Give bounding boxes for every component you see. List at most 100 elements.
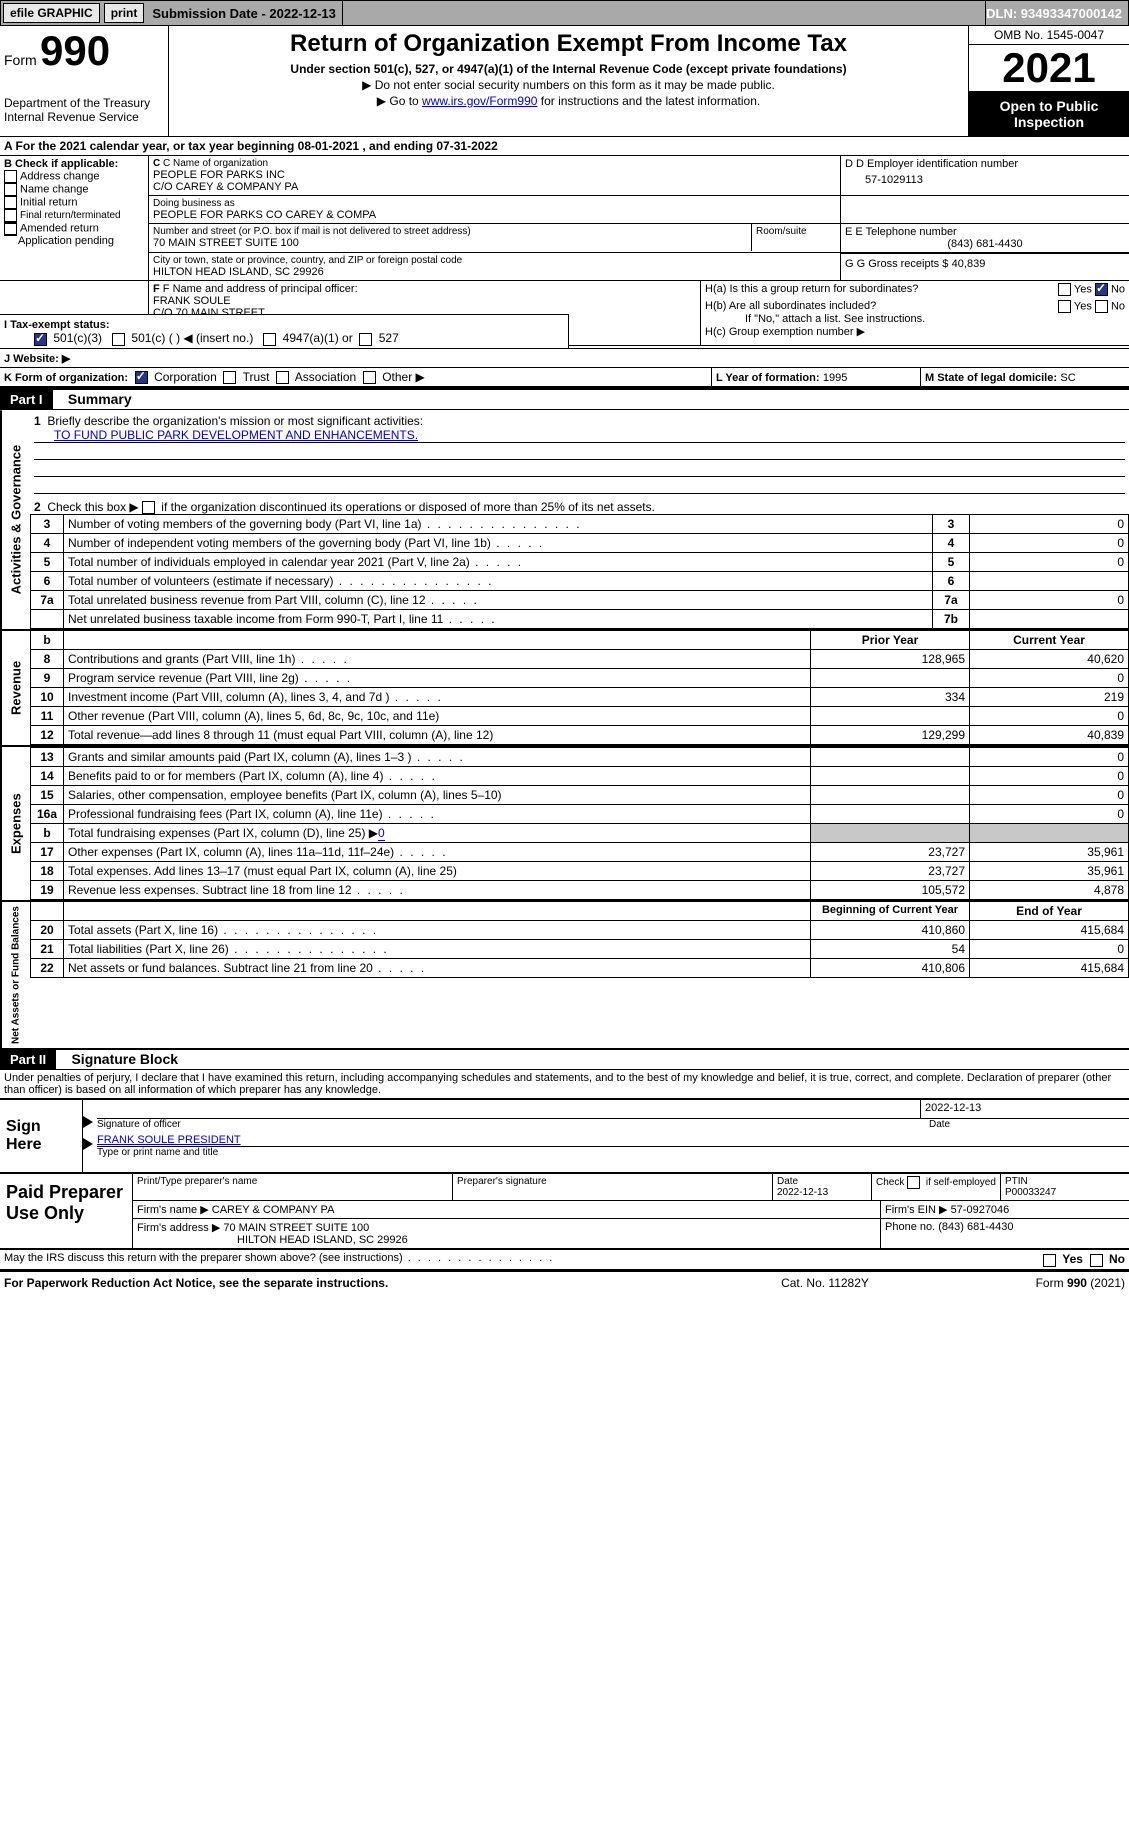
net-21-d: Total liabilities (Part X, line 26) — [64, 940, 811, 959]
gov-7b-n — [31, 610, 64, 629]
part-2-title: Signature Block — [59, 1051, 178, 1067]
exp-15-n: 15 — [31, 786, 64, 805]
exp-16a-d: Professional fundraising fees (Part IX, … — [64, 805, 811, 824]
sign-here-label: Sign Here — [0, 1100, 83, 1172]
checkbox-527[interactable] — [359, 333, 372, 346]
checkbox-other[interactable] — [363, 371, 376, 384]
label-4947: 4947(a)(1) or — [283, 331, 353, 345]
label-yes-2: Yes — [1074, 301, 1092, 313]
label-501c: 501(c) ( ) ◀ (insert no.) — [131, 331, 253, 345]
print-button[interactable]: print — [104, 3, 145, 23]
gov-5-b: 5 — [933, 553, 970, 572]
checkbox-address-change[interactable] — [4, 170, 17, 183]
exp-18-c: 35,961 — [970, 862, 1129, 881]
exp-16b-p — [811, 824, 970, 843]
rev-12-p: 129,299 — [811, 726, 970, 745]
checkbox-501c3[interactable] — [34, 333, 47, 346]
gross-receipts: 40,839 — [952, 258, 986, 270]
checkbox-discuss-no[interactable] — [1090, 1254, 1103, 1267]
end-year-hdr: End of Year — [970, 902, 1129, 921]
label-corp: Corporation — [154, 370, 217, 384]
checkbox-hb-no[interactable] — [1095, 300, 1108, 313]
net-20-c: 415,684 — [970, 921, 1129, 940]
header-middle: Return of Organization Exempt From Incom… — [169, 26, 969, 136]
box-f-label: F Name and address of principal officer: — [163, 283, 358, 295]
irs-link[interactable]: www.irs.gov/Form990 — [422, 94, 537, 108]
blank-line-2 — [34, 460, 1125, 477]
box-b: B Check if applicable: Address change Na… — [0, 156, 149, 280]
exp-15-d: Salaries, other compensation, employee b… — [64, 786, 811, 805]
vert-expenses: Expenses — [0, 747, 30, 900]
exp-18-n: 18 — [31, 862, 64, 881]
preparer-date-label: Date — [777, 1176, 798, 1187]
irs-discuss-label: May the IRS discuss this return with the… — [4, 1252, 1043, 1266]
exp-16b-text: Total fundraising expenses (Part IX, col… — [68, 826, 378, 840]
revenue-table: bPrior YearCurrent Year 8Contributions a… — [30, 631, 1129, 745]
checkbox-corp[interactable] — [135, 371, 148, 384]
current-year-hdr: Current Year — [970, 631, 1129, 650]
vert-governance: Activities & Governance — [0, 410, 30, 629]
rev-12-n: 12 — [31, 726, 64, 745]
label-initial-return: Initial return — [20, 197, 77, 209]
firm-ein-value: 57-0927046 — [951, 1204, 1010, 1216]
box-d-label-text: D Employer identification number — [856, 158, 1018, 170]
net-22-n: 22 — [31, 959, 64, 978]
checkbox-hb-yes[interactable] — [1058, 300, 1071, 313]
form-title: Return of Organization Exempt From Incom… — [177, 30, 960, 58]
checkbox-name-change[interactable] — [4, 183, 17, 196]
spacer — [569, 314, 1129, 347]
box-j-label: J Website: ▶ — [4, 353, 70, 365]
block-bcd: B Check if applicable: Address change Na… — [0, 156, 1129, 281]
rev-hdr-n: b — [31, 631, 64, 650]
checkbox-self-employed[interactable] — [907, 1176, 920, 1189]
net-21-p: 54 — [811, 940, 970, 959]
form-note-1: ▶ Do not enter social security numbers o… — [177, 78, 960, 92]
vert-revenue: Revenue — [0, 631, 30, 745]
checkbox-trust[interactable] — [223, 371, 236, 384]
exp-14-c: 0 — [970, 767, 1129, 786]
street-value: 70 MAIN STREET SUITE 100 — [153, 237, 747, 249]
gov-7b-v — [970, 610, 1129, 629]
irs-discuss-row: May the IRS discuss this return with the… — [0, 1250, 1129, 1270]
sig-officer-label: Signature of officer — [97, 1119, 925, 1130]
checkbox-app-pending[interactable] — [4, 223, 17, 236]
section-expenses: Expenses 13Grants and similar amounts pa… — [0, 747, 1129, 902]
exp-17-d: Other expenses (Part IX, column (A), lin… — [64, 843, 811, 862]
preparer-check-label: Check if self-employed — [872, 1174, 1001, 1200]
net-assets-table: Beginning of Current YearEnd of Year 20T… — [30, 902, 1129, 978]
checkbox-ha-yes[interactable] — [1058, 283, 1071, 296]
note2-pre: ▶ Go to — [377, 94, 422, 108]
label-no: No — [1111, 284, 1125, 296]
box-l-label: L Year of formation: — [716, 372, 820, 384]
checkbox-initial-return[interactable] — [4, 196, 17, 209]
checkbox-4947[interactable] — [263, 333, 276, 346]
sign-date-value: 2022-12-13 — [925, 1102, 1125, 1114]
expenses-table: 13Grants and similar amounts paid (Part … — [30, 747, 1129, 900]
exp-17-c: 35,961 — [970, 843, 1129, 862]
sign-date-label: Date — [925, 1119, 1129, 1130]
footer-right: Form 990 (2021) — [925, 1276, 1125, 1290]
officer-name: FRANK SOULE — [153, 295, 696, 307]
checkbox-501c[interactable] — [112, 333, 125, 346]
checkbox-assoc[interactable] — [276, 371, 289, 384]
governance-table: 3Number of voting members of the governi… — [30, 514, 1129, 629]
officer-print-name: FRANK SOULE PRESIDENT — [97, 1130, 1129, 1147]
rev-8-c: 40,620 — [970, 650, 1129, 669]
gov-4-d: Number of independent voting members of … — [64, 534, 933, 553]
rev-hdr-d — [64, 631, 811, 650]
form-note-2: ▶ Go to www.irs.gov/Form990 for instruct… — [177, 94, 960, 108]
city-value: HILTON HEAD ISLAND, SC 29926 — [153, 266, 836, 278]
phone-value: (843) 681-4430 — [845, 238, 1125, 250]
checkbox-discontinued[interactable] — [142, 501, 155, 514]
checkbox-discuss-yes[interactable] — [1043, 1254, 1056, 1267]
section-a: A For the 2021 calendar year, or tax yea… — [0, 137, 1129, 156]
submission-date: Submission Date - 2022-12-13 — [146, 6, 342, 21]
ptin-value: P00033247 — [1005, 1187, 1056, 1198]
efile-button[interactable]: efile GRAPHIC — [3, 3, 100, 23]
dba-label: Doing business as — [153, 198, 836, 209]
sig-officer-line — [97, 1100, 920, 1118]
checkbox-ha-no[interactable] — [1095, 283, 1108, 296]
box-c: C C Name of organization PEOPLE FOR PARK… — [149, 156, 1129, 280]
open-to-public: Open to Public Inspection — [969, 92, 1129, 136]
gov-3-v: 0 — [970, 515, 1129, 534]
